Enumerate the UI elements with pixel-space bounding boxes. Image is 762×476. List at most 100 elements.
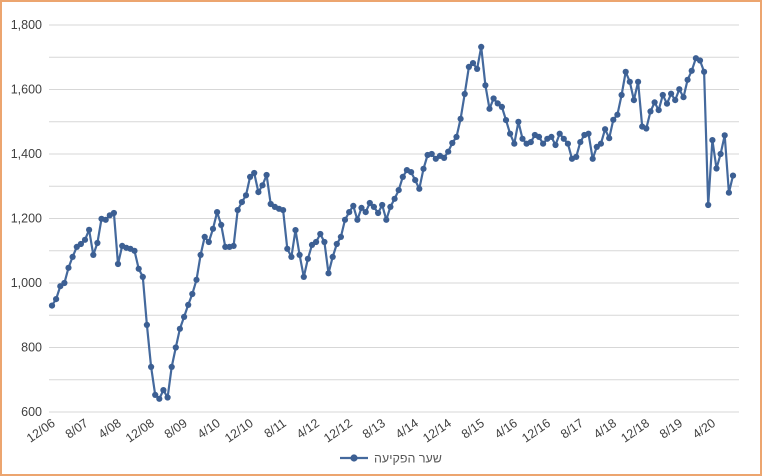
data-point <box>482 82 489 89</box>
data-point <box>172 344 179 351</box>
data-point <box>110 209 117 217</box>
data-point <box>577 139 584 146</box>
legend-label: שער הפקיעה <box>374 452 442 466</box>
data-point <box>589 155 596 162</box>
data-point <box>585 130 592 137</box>
data-point <box>461 90 468 98</box>
data-point <box>548 133 555 140</box>
data-point <box>535 133 543 140</box>
data-point <box>507 130 514 137</box>
data-point <box>69 253 76 260</box>
data-point <box>610 116 617 123</box>
y-tick-label: 600 <box>21 405 42 419</box>
data-point <box>247 173 254 180</box>
x-tick-label: 12/18 <box>618 416 652 445</box>
data-point <box>354 216 361 223</box>
data-point <box>540 140 547 147</box>
data-point <box>94 239 101 247</box>
data-point <box>465 63 472 70</box>
x-tick-label: 8/11 <box>262 416 289 441</box>
data-point <box>143 321 150 328</box>
data-point <box>193 276 200 283</box>
data-point <box>668 90 675 97</box>
data-point <box>515 118 522 125</box>
data-point <box>139 273 146 280</box>
x-tick-label: 4/14 <box>393 416 421 441</box>
data-point <box>663 100 671 107</box>
data-point <box>181 313 188 320</box>
data-point <box>251 169 258 177</box>
data-point <box>259 182 266 189</box>
data-point <box>721 132 728 139</box>
x-tick-label: 4/08 <box>96 416 124 441</box>
data-point <box>337 233 344 240</box>
data-point <box>428 150 435 158</box>
data-point <box>672 97 679 104</box>
data-point <box>135 265 142 272</box>
data-point <box>152 391 159 398</box>
data-point <box>659 91 666 99</box>
data-point <box>280 207 287 214</box>
legend-dot-marker <box>350 454 358 462</box>
data-point <box>313 238 320 246</box>
data-point <box>478 43 485 51</box>
data-point <box>412 177 419 184</box>
data-point <box>416 185 423 192</box>
data-point <box>358 204 365 211</box>
x-tick-label: 12/08 <box>123 416 157 445</box>
data-point <box>630 97 638 104</box>
series-line <box>50 45 735 400</box>
data-point <box>321 238 328 246</box>
data-point <box>729 172 737 179</box>
data-point <box>329 253 336 260</box>
x-tick-label: 12/12 <box>321 416 355 445</box>
data-point <box>81 236 89 243</box>
data-point <box>387 203 394 210</box>
data-point <box>366 199 373 207</box>
data-point <box>197 251 204 258</box>
data-point <box>606 135 613 142</box>
data-point <box>614 111 621 118</box>
data-point <box>490 95 497 102</box>
data-point <box>350 202 357 209</box>
data-point <box>53 296 60 303</box>
data-point <box>296 251 303 258</box>
data-point <box>635 78 642 85</box>
data-point <box>65 264 72 271</box>
data-point <box>680 94 687 101</box>
data-point <box>511 140 518 147</box>
data-point <box>362 209 369 216</box>
data-point <box>391 195 398 202</box>
data-point <box>263 171 270 179</box>
data-point <box>325 270 332 277</box>
x-tick-label: 4/10 <box>195 416 223 441</box>
x-tick-label: 8/13 <box>360 416 388 441</box>
data-point <box>346 209 353 216</box>
data-point <box>651 99 658 106</box>
data-point <box>647 108 654 115</box>
x-tick-label: 8/09 <box>162 416 190 441</box>
data-point <box>441 154 448 161</box>
data-point <box>341 216 349 223</box>
data-point <box>205 238 212 246</box>
data-point <box>527 139 534 146</box>
data-point <box>725 189 733 196</box>
data-point <box>48 302 56 309</box>
data-point <box>284 245 291 252</box>
data-point <box>618 91 625 99</box>
data-point <box>156 395 163 402</box>
data-point <box>86 226 93 233</box>
data-point <box>131 247 138 254</box>
data-point <box>622 68 629 75</box>
data-point <box>445 148 452 155</box>
x-tick-label: 12/06 <box>24 416 58 445</box>
data-point <box>643 125 650 132</box>
y-tick-label: 1,000 <box>11 276 42 290</box>
data-point <box>676 86 683 93</box>
data-point <box>684 76 691 83</box>
x-tick-label: 4/20 <box>690 416 718 441</box>
data-point <box>214 209 221 216</box>
data-point <box>395 187 402 194</box>
data-point <box>494 100 501 107</box>
